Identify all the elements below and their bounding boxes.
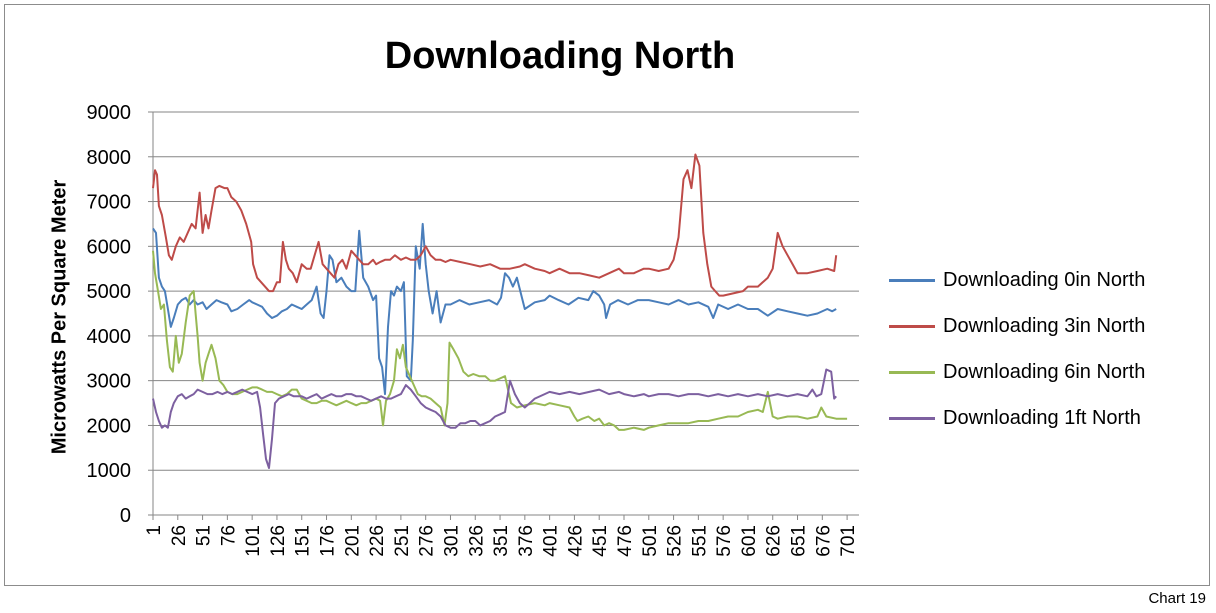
legend: Downloading 0in North Downloading 3in No… — [889, 257, 1145, 441]
legend-label-1ft: Downloading 1ft North — [943, 406, 1141, 429]
chart-number-note: Chart 19 — [1148, 590, 1206, 607]
x-tick-label: 351 — [491, 525, 512, 557]
x-tick-label: 626 — [764, 525, 785, 557]
x-tick-label: 451 — [590, 525, 611, 557]
x-tick-label: 151 — [293, 525, 314, 557]
x-tick-label: 1 — [144, 525, 165, 536]
series-line-0 — [152, 222, 837, 396]
legend-item-1ft: Downloading 1ft North — [889, 395, 1145, 441]
gridlines — [153, 111, 859, 471]
y-tick-label: 5000 — [87, 281, 132, 303]
x-tick-label: 501 — [640, 525, 661, 557]
x-tick-label: 526 — [665, 525, 686, 557]
x-tick-label: 176 — [318, 525, 339, 557]
y-tick-label: 7000 — [87, 192, 132, 214]
legend-item-0in: Downloading 0in North — [889, 257, 1145, 303]
series-line-3 — [152, 368, 837, 469]
x-tick-label: 301 — [441, 525, 462, 557]
y-tick-label: 4000 — [87, 326, 132, 348]
y-tick-label: 0 — [120, 505, 131, 527]
x-tick-label: 126 — [268, 525, 289, 557]
x-tick-label: 51 — [194, 525, 215, 546]
y-tick-label: 8000 — [87, 147, 132, 169]
y-tick-labels: 0 1000 2000 3000 4000 5000 6000 7000 8000 9000 — [87, 102, 132, 527]
x-tick-label: 601 — [739, 525, 760, 557]
series-line-1 — [152, 153, 838, 297]
legend-label-3in: Downloading 3in North — [943, 314, 1146, 337]
legend-item-6in: Downloading 6in North — [889, 349, 1145, 395]
y-tick-label: 9000 — [87, 102, 132, 124]
x-tick-labels: 1 26 51 76 101 126 151 176 201 226 251 276 301 326 351… — [144, 525, 859, 557]
x-tick-label: 401 — [541, 525, 562, 557]
x-tick-label: 551 — [689, 525, 710, 557]
x-tick-label: 276 — [417, 525, 438, 557]
x-tick-label: 101 — [243, 525, 264, 557]
series-lines — [152, 153, 848, 469]
legend-item-3in: Downloading 3in North — [889, 303, 1145, 349]
axes — [148, 111, 859, 520]
y-axis-label: Microwatts Per Square Meter — [48, 179, 71, 455]
x-tick-label: 326 — [466, 525, 487, 557]
y-tick-label: 6000 — [87, 236, 132, 258]
legend-swatch-3in — [889, 324, 935, 328]
x-tick-label: 376 — [516, 525, 537, 557]
x-tick-label: 201 — [342, 525, 363, 557]
y-tick-label: 2000 — [87, 415, 132, 437]
x-tick-label: 651 — [789, 525, 810, 557]
x-tick-label: 576 — [714, 525, 735, 557]
x-tick-label: 226 — [367, 525, 388, 557]
x-tick-label: 476 — [615, 525, 636, 557]
x-tick-label: 426 — [565, 525, 586, 557]
legend-swatch-0in — [889, 278, 935, 282]
legend-swatch-6in — [889, 370, 935, 374]
x-tick-label: 251 — [392, 525, 413, 557]
x-tick-label: 76 — [218, 525, 239, 546]
chart-title: Downloading North — [384, 35, 736, 77]
x-tick-label: 701 — [838, 525, 859, 557]
y-tick-label: 1000 — [87, 460, 132, 482]
x-tick-label: 676 — [813, 525, 834, 557]
legend-label-0in: Downloading 0in North — [943, 268, 1146, 291]
series-line-2 — [152, 250, 848, 431]
legend-swatch-1ft — [889, 416, 935, 420]
legend-label-6in: Downloading 6in North — [943, 360, 1146, 383]
x-tick-label: 26 — [169, 525, 190, 546]
y-tick-label: 3000 — [87, 371, 132, 393]
